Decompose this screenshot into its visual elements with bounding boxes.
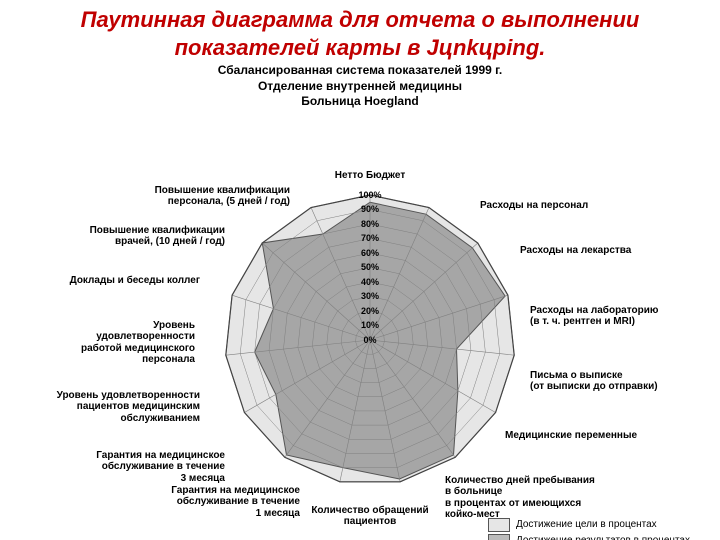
axis-label: Медицинские переменные — [505, 430, 637, 442]
chart-title-line: Больница Hoegland — [0, 94, 720, 110]
chart-title-line: Сбалансированная система показателей 199… — [0, 63, 720, 79]
tick-label: 40% — [361, 277, 379, 287]
tick-label: 60% — [361, 248, 379, 258]
radar-chart: Достижение цели в процентах Достижение ре… — [0, 110, 720, 540]
axis-label: Повышение квалификацииврачей, (10 дней /… — [90, 225, 225, 248]
axis-label: Нетто Бюджет — [335, 170, 405, 182]
legend-label: Достижение результатов в процентах — [516, 535, 690, 540]
axis-label: Количество дней пребывания в больницев п… — [445, 475, 600, 521]
axis-label: Расходы на лекарства — [520, 245, 631, 257]
tick-label: 20% — [361, 306, 379, 316]
tick-label: 70% — [361, 233, 379, 243]
legend-label: Достижение цели в процентах — [516, 519, 657, 530]
tick-label: 30% — [361, 291, 379, 301]
axis-label: Повышение квалификацииперсонала, (5 дней… — [155, 185, 290, 208]
tick-label: 50% — [361, 262, 379, 272]
axis-label: Количество обращений пациентов — [293, 505, 448, 528]
legend-row: Достижение результатов в процентах — [488, 534, 690, 540]
tick-label: 10% — [361, 320, 379, 330]
tick-label: 100% — [358, 190, 381, 200]
legend-swatch — [488, 534, 510, 540]
axis-label: Расходы на лабораторию(в т. ч. рентген и… — [530, 305, 658, 328]
axis-label: Гарантия на медицинскоеобслуживание в те… — [96, 450, 225, 485]
axis-label: Уровень удовлетворенностипациентов медиц… — [57, 390, 200, 425]
axis-label: Уровеньудовлетворенностиработой медицинс… — [81, 320, 195, 366]
tick-label: 90% — [361, 204, 379, 214]
tick-label: 0% — [363, 335, 376, 345]
axis-label: Расходы на персонал — [480, 200, 588, 212]
axis-label: Письма о выписке(от выписки до отправки) — [530, 370, 658, 393]
axis-label: Доклады и беседы коллег — [70, 275, 200, 287]
axis-label: Гарантия на медицинскоеобслуживание в те… — [171, 485, 300, 520]
tick-label: 80% — [361, 219, 379, 229]
chart-title-line: Отделение внутренней медицины — [0, 79, 720, 95]
page-title: Паутинная диаграмма для отчета о выполне… — [0, 0, 720, 61]
chart-title: Сбалансированная система показателей 199… — [0, 63, 720, 110]
